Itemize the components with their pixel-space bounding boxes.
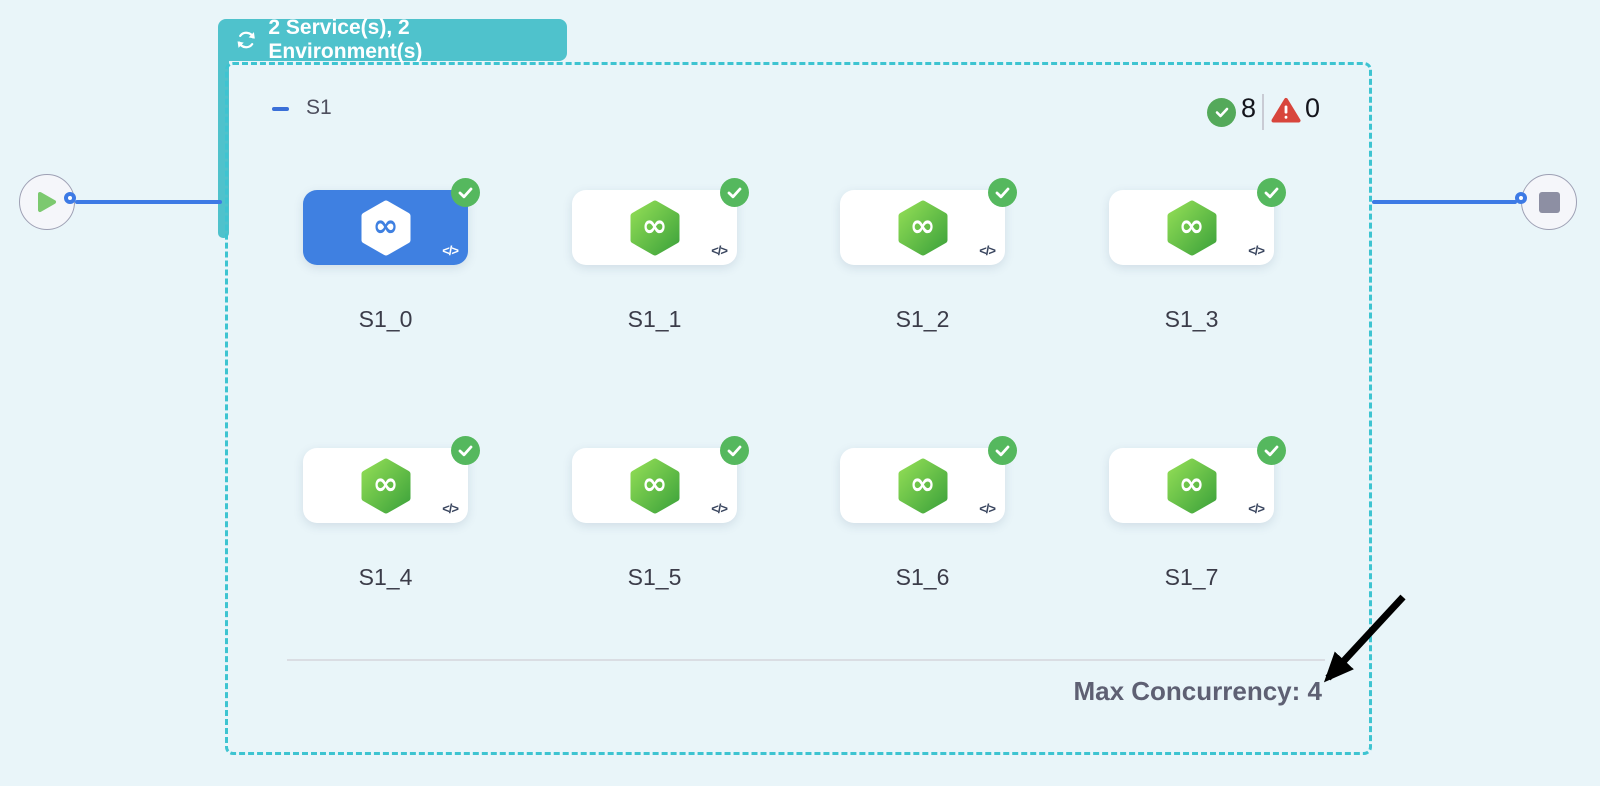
stop-icon (1538, 191, 1560, 213)
code-icon: </> (979, 501, 996, 516)
service-node-card[interactable]: ∞ </> (303, 178, 480, 265)
connector-dot-right-icon (1515, 192, 1527, 204)
success-check-icon (988, 178, 1017, 207)
code-icon: </> (1248, 501, 1265, 516)
code-icon: </> (711, 243, 728, 258)
max-concurrency-label: Max Concurrency: (1073, 676, 1301, 706)
stage-name: S1 (306, 96, 332, 119)
success-check-icon (1257, 178, 1286, 207)
harness-service-icon: ∞ (1164, 458, 1220, 514)
success-check-icon (1257, 436, 1286, 465)
stage-matrix-container (225, 62, 1372, 755)
annotation-arrow-icon (1323, 594, 1406, 683)
service-node-label: S1_0 (358, 306, 413, 332)
infinity-icon: ∞ (641, 465, 668, 502)
stage-badge-strip (218, 50, 229, 238)
connector-dot-left-icon (64, 192, 76, 204)
infinity-icon: ∞ (1178, 207, 1205, 244)
harness-service-icon: ∞ (358, 458, 414, 514)
infinity-icon: ∞ (909, 465, 936, 502)
service-node-card[interactable]: ∞ </> (303, 436, 480, 523)
error-count-icon (1271, 97, 1301, 129)
harness-service-icon: ∞ (895, 458, 951, 514)
service-node-label: S1_4 (358, 564, 413, 590)
code-icon: </> (711, 501, 728, 516)
success-check-icon (720, 178, 749, 207)
service-node-card[interactable]: ∞ </> (840, 178, 1017, 265)
service-node-label: S1_2 (895, 306, 950, 332)
success-count-icon (1207, 98, 1236, 127)
footer-divider (287, 659, 1325, 661)
code-icon: </> (442, 243, 459, 258)
harness-service-icon: ∞ (627, 200, 683, 256)
status-divider (1262, 94, 1264, 130)
harness-service-icon: ∞ (895, 200, 951, 256)
pipeline-end-node[interactable] (1521, 174, 1577, 230)
harness-service-icon: ∞ (1164, 200, 1220, 256)
service-node-label: S1_7 (1164, 564, 1219, 590)
code-icon: </> (979, 243, 996, 258)
harness-service-icon: ∞ (627, 458, 683, 514)
infinity-icon: ∞ (1178, 465, 1205, 502)
stage-matrix-badge[interactable]: 2 Service(s), 2 Environment(s) (218, 16, 567, 63)
service-node-card[interactable]: ∞ </> (1109, 436, 1286, 523)
service-node-card[interactable]: ∞ </> (572, 436, 749, 523)
service-node-card[interactable]: ∞ </> (572, 178, 749, 265)
service-node-label: S1_6 (895, 564, 950, 590)
infinity-icon: ∞ (372, 207, 399, 244)
error-count: 0 (1305, 93, 1321, 123)
service-node-label: S1_5 (627, 564, 682, 590)
success-check-icon (451, 436, 480, 465)
infinity-icon: ∞ (372, 465, 399, 502)
success-count: 8 (1241, 93, 1257, 123)
success-check-icon (451, 178, 480, 207)
infinity-icon: ∞ (909, 207, 936, 244)
max-concurrency-value: 4 (1307, 676, 1322, 706)
success-check-icon (720, 436, 749, 465)
connector-line-right (1372, 200, 1517, 204)
connector-line-left (75, 200, 222, 204)
code-icon: </> (1248, 243, 1265, 258)
service-node-card[interactable]: ∞ </> (1109, 178, 1286, 265)
play-icon (38, 192, 56, 212)
infinity-icon: ∞ (641, 207, 668, 244)
service-node-label: S1_3 (1164, 306, 1219, 332)
service-node-label: S1_1 (627, 306, 682, 332)
service-node-card[interactable]: ∞ </> (840, 436, 1017, 523)
stage-badge-label: 2 Service(s), 2 Environment(s) (268, 16, 423, 63)
max-concurrency-text: Max Concurrency: 4 (900, 676, 1322, 707)
collapse-toggle[interactable] (272, 107, 289, 111)
harness-service-icon: ∞ (358, 200, 414, 256)
loop-icon (237, 31, 255, 49)
code-icon: </> (442, 501, 459, 516)
success-check-icon (988, 436, 1017, 465)
